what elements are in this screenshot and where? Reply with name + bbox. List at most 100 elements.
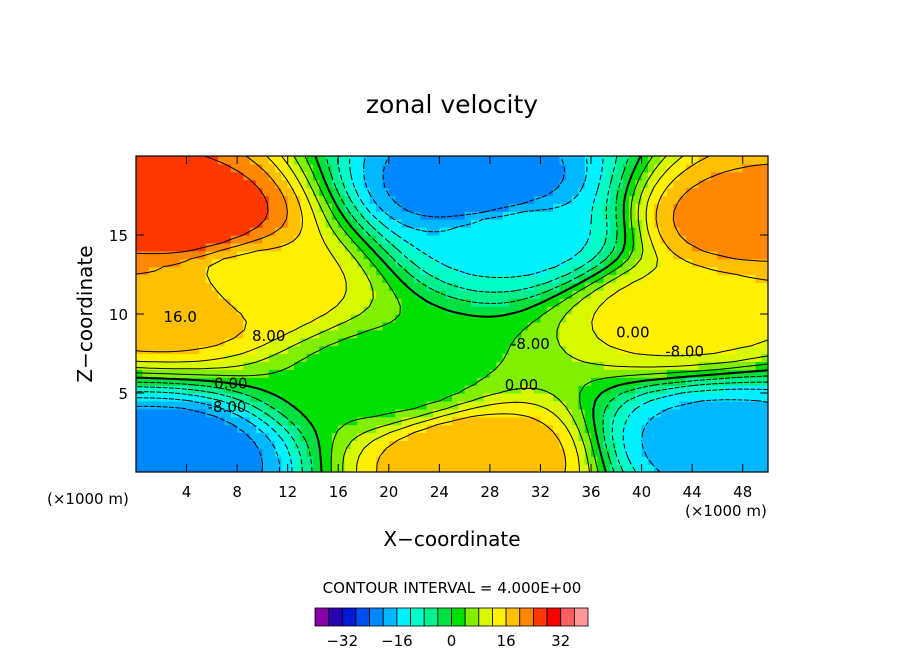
field-cell: [622, 163, 630, 173]
field-cell: [736, 377, 744, 386]
field-cell: [180, 369, 188, 378]
field-cell: [300, 179, 308, 189]
field-cell: [711, 408, 719, 418]
field-cell: [698, 235, 706, 244]
field-cell: [388, 306, 396, 315]
colorbar-swatch: [382, 607, 398, 627]
field-cell: [578, 171, 586, 181]
field-cell: [433, 416, 440, 426]
field-cell: [249, 377, 257, 386]
field-cell: [186, 266, 194, 276]
field-cell: [565, 227, 573, 236]
field-cell: [692, 290, 700, 299]
field-cell: [142, 408, 150, 418]
field-cell: [294, 321, 301, 331]
field-cell: [142, 203, 150, 212]
field-cell: [616, 306, 624, 315]
field-cell: [458, 377, 466, 386]
field-cell: [230, 408, 238, 418]
field-cell: [654, 298, 662, 307]
field-cell: [660, 274, 668, 283]
field-cell: [717, 345, 725, 355]
field-cell: [300, 369, 308, 378]
field-cell: [578, 314, 586, 323]
field-cell: [742, 456, 750, 465]
field-cell: [673, 440, 681, 449]
field-cell: [452, 266, 459, 276]
field-cell: [761, 242, 768, 252]
field-cell: [477, 290, 485, 299]
field-cell: [262, 448, 270, 457]
colorbar-tick-label: 32: [551, 632, 570, 650]
field-cell: [458, 361, 466, 370]
field-cell: [464, 337, 472, 347]
field-cell: [401, 211, 409, 220]
field-cell: [439, 187, 447, 197]
field-cell: [679, 432, 687, 441]
field-cell: [559, 385, 567, 394]
field-cell: [647, 416, 655, 426]
field-cell: [749, 156, 756, 165]
field-cell: [628, 274, 636, 283]
field-cell: [148, 329, 156, 339]
field-cell: [749, 464, 756, 472]
field-cell: [319, 298, 327, 307]
field-cell: [553, 337, 561, 347]
field-cell: [249, 416, 257, 426]
field-cell: [527, 377, 535, 386]
field-cell: [527, 361, 535, 370]
field-cell: [395, 187, 403, 197]
field-cell: [414, 171, 421, 181]
field-cell: [294, 432, 301, 441]
field-cell: [477, 195, 485, 204]
field-cell: [363, 377, 371, 386]
field-cell: [388, 432, 396, 441]
field-cell: [755, 235, 763, 244]
field-cell: [350, 156, 358, 165]
field-cell: [622, 306, 630, 315]
field-cell: [395, 211, 403, 220]
field-cell: [218, 329, 226, 339]
field-cell: [559, 211, 567, 220]
field-cell: [603, 337, 611, 347]
field-cell: [161, 377, 169, 386]
field-cell: [136, 329, 143, 339]
field-cell: [142, 393, 150, 402]
field-cell: [312, 250, 320, 260]
field-cell: [186, 219, 194, 228]
field-cell: [723, 163, 731, 173]
field-cell: [401, 329, 409, 339]
field-cell: [275, 337, 282, 347]
field-cell: [199, 290, 207, 299]
field-cell: [641, 393, 649, 402]
field-cell: [161, 345, 169, 355]
field-cell: [426, 393, 434, 402]
field-cell: [508, 250, 516, 260]
field-cell: [338, 432, 346, 441]
field-cell: [603, 258, 611, 268]
field-cell: [281, 448, 289, 457]
field-cell: [199, 227, 207, 236]
field-cell: [136, 314, 143, 323]
field-cell: [572, 282, 579, 291]
field-cell: [211, 306, 219, 315]
field-cell: [761, 211, 768, 220]
field-cell: [654, 282, 662, 291]
field-cell: [761, 274, 768, 283]
field-cell: [546, 227, 554, 236]
field-cell: [300, 274, 308, 283]
field-cell: [654, 156, 662, 165]
field-cell: [704, 258, 712, 268]
field-cell: [312, 171, 320, 181]
field-cell: [154, 337, 162, 347]
field-cell: [527, 250, 535, 260]
field-cell: [350, 219, 358, 228]
field-cell: [281, 187, 289, 197]
field-cell: [338, 456, 346, 465]
field-cell: [755, 163, 763, 173]
field-cell: [572, 306, 579, 315]
field-cell: [559, 290, 567, 299]
field-cell: [489, 163, 497, 173]
field-cell: [641, 171, 649, 181]
field-cell: [249, 353, 257, 362]
